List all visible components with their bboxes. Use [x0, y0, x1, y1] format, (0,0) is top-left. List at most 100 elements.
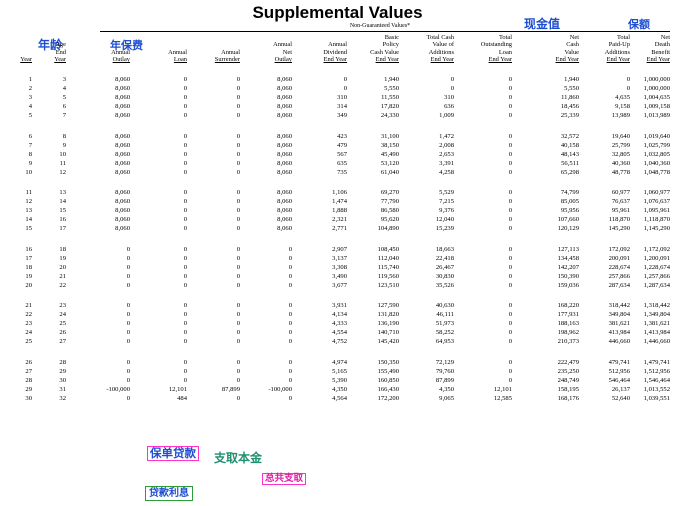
table-cell: 0 — [508, 76, 512, 83]
table-cell: 4 — [62, 85, 66, 93]
table-row: 24 26 0 0 0 0 4,554 140,710 58,252 0 198,962 413,98… — [0, 329, 675, 337]
table-cell: 25 — [25, 338, 32, 346]
table-cell: 32 — [59, 394, 66, 402]
table-cell: 8 — [62, 132, 66, 140]
table-cell: 150,350 — [377, 358, 399, 366]
table-row: 25 27 0 0 0 0 4,752 145,420 64,953 0 210,373 446,66… — [0, 338, 675, 346]
table-cell: 0 — [183, 103, 187, 111]
table-cell: 0 — [236, 302, 240, 309]
table-cell: 0 — [126, 245, 130, 253]
table-cell: 30 — [25, 394, 32, 402]
table-cell: 512,956 — [608, 367, 630, 375]
table-cell: 87,899 — [221, 385, 240, 393]
table-cell: 15 — [25, 225, 32, 233]
table-cell: 172,092 — [608, 245, 630, 253]
table-cell: 53,120 — [380, 159, 399, 167]
table-cell: 1,940 — [384, 76, 399, 83]
table-cell: 131,820 — [377, 311, 399, 319]
header-outstanding-loan: Total Outstanding Loan End Year — [468, 34, 512, 63]
table-cell: 0 — [183, 225, 187, 233]
header-paid-up: Total Paid-Up Additions End Year — [588, 34, 630, 63]
table-cell: 1,145,290 — [643, 225, 670, 233]
table-cell: 3,308 — [332, 263, 347, 271]
table-cell: 35,526 — [435, 281, 454, 289]
header-line: End Year — [323, 55, 347, 63]
table-cell: 16 — [25, 245, 32, 253]
table-cell: 19 — [59, 254, 66, 262]
table-cell: 248,749 — [557, 376, 579, 384]
table-cell: 4,974 — [332, 358, 347, 366]
table-cell: 0 — [508, 198, 512, 206]
table-cell: 108,450 — [377, 245, 399, 253]
table-cell: 95,620 — [380, 216, 399, 224]
table-cell: 1,013,552 — [643, 385, 670, 393]
table-cell: 8,060 — [277, 207, 292, 215]
table-cell: 168,220 — [557, 302, 579, 309]
table-cell: 0 — [288, 281, 292, 289]
table-cell: 287,634 — [608, 281, 630, 289]
table-cell: 1,039,551 — [643, 394, 670, 402]
table-cell: 14 — [25, 216, 32, 224]
header-line: Surrender — [214, 55, 240, 63]
table-cell: 8,060 — [115, 94, 130, 102]
table-row: 27 29 0 0 0 0 5,165 155,490 79,760 0 235,250 512,95… — [0, 368, 675, 376]
table-cell: 484 — [177, 394, 187, 402]
table-cell: 0 — [288, 254, 292, 262]
table-cell: 48,778 — [611, 168, 630, 176]
table-cell: 12,101 — [168, 385, 187, 393]
header-line: Annual — [111, 48, 130, 56]
table-cell: 1,009 — [439, 112, 454, 120]
table-cell: 0 — [236, 367, 240, 375]
table-cell: 1 — [28, 76, 32, 83]
page-subtitle: Non-Guaranteed Values* — [349, 23, 411, 29]
annotation-withdraw-principal: 支取本金 — [214, 451, 263, 465]
table-cell: 24 — [59, 311, 66, 319]
table-cell: 10 — [59, 150, 66, 158]
header-line — [14, 34, 32, 41]
table-cell: 0 — [508, 311, 512, 319]
table-cell: 8,060 — [277, 189, 292, 196]
header-loan: Annual Loan — [150, 34, 187, 63]
table-cell: 0 — [236, 112, 240, 120]
table-row: 23 25 0 0 0 0 4,333 136,190 51,973 0 188,163 381,62… — [0, 320, 675, 328]
table-cell: 1,472 — [439, 132, 454, 140]
table-cell: -100,000 — [106, 385, 130, 393]
table-cell: 27 — [25, 367, 32, 375]
table-row: 30 32 0 484 0 0 4,564 172,200 9,065 12,585 168,176… — [0, 395, 675, 403]
table-cell: 188,163 — [557, 320, 579, 328]
table-cell: 1,228,674 — [643, 263, 670, 271]
table-cell: 5,390 — [332, 376, 347, 384]
table-cell: 159,036 — [557, 281, 579, 289]
table-cell: 0 — [236, 150, 240, 158]
table-cell: 16 — [59, 216, 66, 224]
table-cell: 0 — [508, 94, 512, 102]
table-cell: 1,004,635 — [643, 94, 670, 102]
table-cell: 23 — [25, 320, 32, 328]
table-cell: 1,257,866 — [643, 272, 670, 280]
table-cell: 112,040 — [377, 254, 399, 262]
table-row: 1 3 8,060 0 0 8,060 0 1,940 0 0 1,940 0 1,000,000 — [0, 76, 675, 84]
table-cell: 0 — [508, 168, 512, 176]
table-cell: 0 — [183, 245, 187, 253]
table-cell: 0 — [236, 263, 240, 271]
table-cell: 0 — [508, 103, 512, 111]
table-cell: 8,060 — [115, 112, 130, 120]
table-cell: 0 — [236, 94, 240, 102]
table-cell: 23 — [59, 302, 66, 309]
table-cell: 1,512,956 — [643, 367, 670, 375]
table-cell: 24 — [25, 329, 32, 337]
table-cell: 8,060 — [115, 168, 130, 176]
table-cell: 0 — [183, 358, 187, 366]
table-cell: 172,200 — [377, 394, 399, 402]
table-cell: 140,710 — [377, 329, 399, 337]
header-line: Value of — [432, 41, 454, 49]
table-cell: 0 — [126, 281, 130, 289]
table-cell: 4 — [28, 103, 32, 111]
table-cell: 8,060 — [277, 159, 292, 167]
table-cell: 0 — [288, 329, 292, 337]
table-cell: 0 — [236, 376, 240, 384]
table-cell: 0 — [508, 358, 512, 366]
table-row: 18 20 0 0 0 0 3,308 115,740 26,467 0 142,207 228,67… — [0, 264, 675, 272]
table-cell: 0 — [183, 168, 187, 176]
table-cell: 0 — [508, 189, 512, 196]
